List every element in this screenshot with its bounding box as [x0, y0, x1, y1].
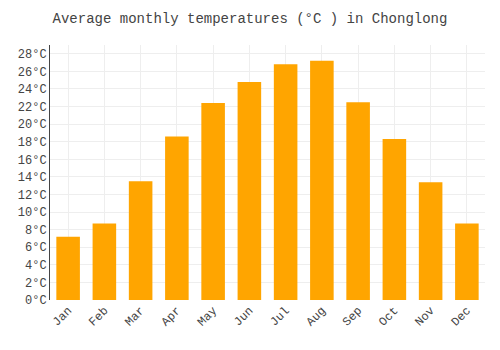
svg-text:Mar: Mar: [123, 304, 148, 329]
svg-text:2°C: 2°C: [25, 277, 47, 291]
svg-text:16°C: 16°C: [18, 154, 47, 168]
svg-text:Jun: Jun: [231, 304, 256, 329]
svg-text:6°C: 6°C: [25, 241, 47, 255]
svg-text:4°C: 4°C: [25, 259, 47, 273]
svg-text:Nov: Nov: [413, 304, 438, 329]
svg-text:14°C: 14°C: [18, 171, 47, 185]
svg-text:May: May: [195, 304, 220, 329]
svg-text:28°C: 28°C: [18, 48, 47, 62]
svg-text:Aug: Aug: [304, 304, 329, 329]
svg-text:Jan: Jan: [50, 304, 75, 329]
svg-text:Feb: Feb: [86, 304, 111, 329]
svg-text:Average monthly temperatures (: Average monthly temperatures (°C ) in Ch…: [53, 11, 448, 27]
svg-text:Apr: Apr: [159, 304, 184, 329]
svg-text:24°C: 24°C: [18, 83, 47, 97]
svg-text:12°C: 12°C: [18, 189, 47, 203]
svg-text:10°C: 10°C: [18, 206, 47, 220]
svg-text:Sep: Sep: [340, 304, 365, 329]
svg-text:18°C: 18°C: [18, 136, 47, 150]
svg-text:0°C: 0°C: [25, 294, 47, 308]
svg-text:Dec: Dec: [449, 304, 474, 329]
svg-text:20°C: 20°C: [18, 118, 47, 132]
svg-text:22°C: 22°C: [18, 101, 47, 115]
svg-text:Oct: Oct: [376, 304, 401, 329]
svg-text:26°C: 26°C: [18, 66, 47, 80]
svg-text:Jul: Jul: [268, 304, 293, 329]
svg-text:8°C: 8°C: [25, 224, 47, 238]
